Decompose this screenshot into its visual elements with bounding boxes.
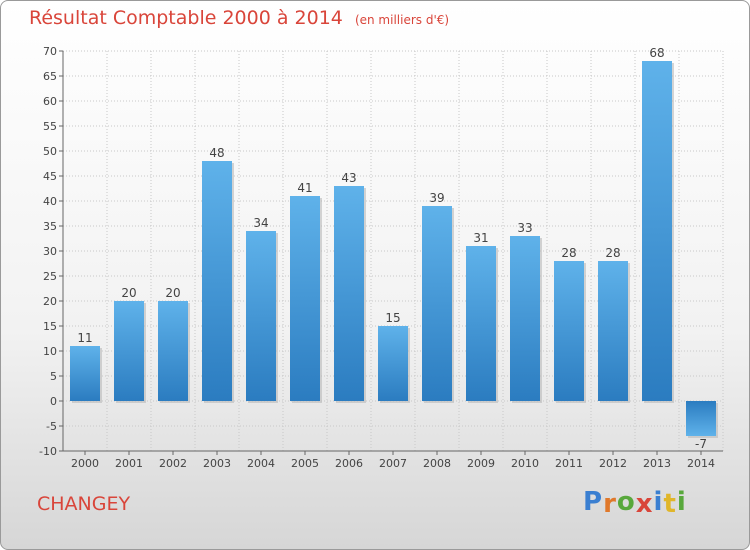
bar-2007: [378, 326, 408, 401]
x-tick-label-2005: 2005: [291, 457, 319, 470]
y-tick-label: -5: [46, 420, 57, 433]
bar-2002: [158, 301, 188, 401]
x-tick-label-2012: 2012: [599, 457, 627, 470]
bar-2004: [246, 231, 276, 401]
y-tick-label: 25: [43, 270, 57, 283]
x-tick-label-2008: 2008: [423, 457, 451, 470]
axis-layer: -10 -5 0 5 10 15 20 25 30 35 40 45 50 55 60 65 70 2000 200…: [39, 45, 723, 470]
y-tick-label: 30: [43, 245, 57, 258]
logo-letter: i: [653, 487, 664, 517]
y-tick-label: 15: [43, 320, 57, 333]
chart-title-unit: (en milliers d'€): [354, 13, 450, 27]
bar-2014: [686, 401, 716, 436]
y-tick-label: 45: [43, 170, 57, 183]
value-label-2011: 28: [561, 246, 576, 260]
value-label-2006: 43: [341, 171, 356, 185]
logo-letter: i: [676, 487, 687, 517]
bar-2009: [466, 246, 496, 401]
y-tick-label: -10: [39, 445, 57, 458]
logo-letter: r: [603, 489, 617, 519]
x-tick-label-2000: 2000: [71, 457, 99, 470]
value-label-2003: 48: [209, 146, 224, 160]
value-label-2005: 41: [297, 181, 312, 195]
x-tick-label-2009: 2009: [467, 457, 495, 470]
bar-2003: [202, 161, 232, 401]
x-tick-label-2014: 2014: [687, 457, 715, 470]
value-label-2012: 28: [605, 246, 620, 260]
x-tick-label-2002: 2002: [159, 457, 187, 470]
y-tick-label: 10: [43, 345, 57, 358]
x-tick-label-2006: 2006: [335, 457, 363, 470]
bar-2012: [598, 261, 628, 401]
y-tick-label: 50: [43, 145, 57, 158]
bar-2010: [510, 236, 540, 401]
value-label-2000: 11: [77, 331, 92, 345]
y-tick-label: 70: [43, 45, 57, 58]
x-tick-label-2003: 2003: [203, 457, 231, 470]
value-label-2008: 39: [429, 191, 444, 205]
value-label-2001: 20: [121, 286, 136, 300]
x-tick-label-2004: 2004: [247, 457, 275, 470]
bar-2005: [290, 196, 320, 401]
y-tick-label: 35: [43, 220, 57, 233]
value-label-2010: 33: [517, 221, 532, 235]
x-tick-label-2011: 2011: [555, 457, 583, 470]
y-tick-label: 0: [50, 395, 57, 408]
bar-2008: [422, 206, 452, 401]
value-label-2009: 31: [473, 231, 488, 245]
chart-title: Résultat Comptable 2000 à 2014 (en milli…: [29, 7, 449, 29]
value-label-2002: 20: [165, 286, 180, 300]
commune-name: CHANGEY: [37, 493, 131, 515]
value-label-2013: 68: [649, 46, 664, 60]
label-layer: 11 20 20 48 34 41 43 15 39 31 33 28 28 68 -7: [77, 46, 707, 451]
bar-2000: [70, 346, 100, 401]
y-tick-label: 60: [43, 95, 57, 108]
bar-layer: [70, 61, 718, 438]
bar-2011: [554, 261, 584, 401]
proxiti-logo: Proxiti: [583, 487, 687, 519]
value-label-2004: 34: [253, 216, 268, 230]
value-label-2007: 15: [385, 311, 400, 325]
logo-letter: o: [616, 487, 636, 517]
y-tick-label: 65: [43, 70, 57, 83]
x-tick-label-2001: 2001: [115, 457, 143, 470]
y-tick-label: 40: [43, 195, 57, 208]
bar-2001: [114, 301, 144, 401]
x-tick-label-2007: 2007: [379, 457, 407, 470]
logo-letter: x: [635, 489, 654, 519]
y-tick-label: 20: [43, 295, 57, 308]
y-tick-label: 55: [43, 120, 57, 133]
value-label-2014: -7: [695, 437, 707, 451]
logo-letter: P: [583, 487, 604, 517]
y-tick-label: 5: [50, 370, 57, 383]
x-tick-label-2013: 2013: [643, 457, 671, 470]
x-tick-label-2010: 2010: [511, 457, 539, 470]
bar-2013: [642, 61, 672, 401]
chart-title-main: Résultat Comptable 2000 à 2014: [29, 7, 343, 29]
logo-letter: t: [663, 489, 677, 519]
bar-2006: [334, 186, 364, 401]
